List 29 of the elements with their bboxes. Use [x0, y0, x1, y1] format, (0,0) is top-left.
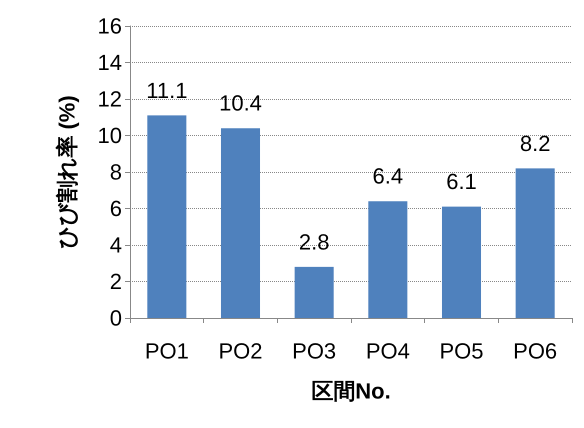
- x-tick-label: PO6: [513, 338, 558, 364]
- y-tick-label: 8: [110, 160, 122, 184]
- y-tick-label: 12: [98, 86, 122, 112]
- y-tick-label: 14: [98, 50, 122, 75]
- y-tick-label: 0: [110, 306, 122, 330]
- data-label: 11.1: [146, 78, 188, 103]
- data-label: 10.4: [219, 90, 262, 116]
- y-tick-label: 16: [98, 14, 122, 38]
- bar: [368, 201, 408, 318]
- x-tick-label: PO3: [292, 338, 336, 364]
- data-label: 6.4: [372, 164, 404, 189]
- bar: [294, 266, 334, 318]
- x-axis-title: 区間No.: [311, 378, 391, 404]
- x-tick-label: PO5: [439, 338, 484, 364]
- data-label: 8.2: [520, 130, 550, 156]
- x-tick-label: PO2: [218, 338, 263, 364]
- bar: [147, 115, 186, 318]
- y-tick-label: 6: [110, 196, 122, 221]
- y-tick-label: 4: [110, 232, 122, 258]
- bar: [220, 128, 260, 318]
- x-tick-label: PO1: [144, 338, 189, 364]
- y-tick-label: 10: [98, 123, 122, 148]
- bar: [516, 168, 555, 318]
- data-label: 6.1: [446, 169, 477, 194]
- data-label: 2.8: [298, 229, 330, 254]
- x-tick-label: PO4: [366, 338, 410, 364]
- y-axis-title: ひび割れ率 (%): [54, 95, 80, 249]
- bar: [442, 206, 482, 318]
- y-tick-label: 2: [110, 269, 122, 294]
